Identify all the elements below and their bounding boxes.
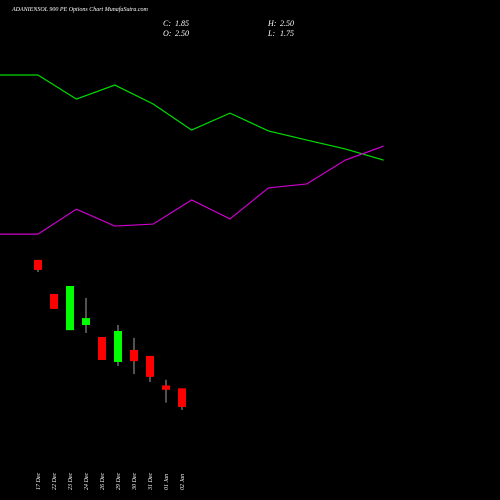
x-tick-label: 02 Jan xyxy=(180,474,186,490)
x-tick-label: 23 Dec xyxy=(68,473,74,490)
x-tick-label: 29 Dec xyxy=(116,473,122,490)
x-tick-label: 26 Dec xyxy=(100,473,106,490)
ohlc-value: 1.75 xyxy=(280,29,294,38)
chart-title: ADANIENSOL 900 PE Options Chart MunafaSu… xyxy=(11,6,149,13)
candle-body xyxy=(146,355,154,377)
x-tick-label: 01 Jan xyxy=(164,474,170,490)
candle-body xyxy=(130,349,138,362)
ohlc-value: 2.50 xyxy=(175,29,189,38)
ohlc-name: H: xyxy=(267,19,277,28)
ohlc-name: O: xyxy=(163,29,172,38)
x-tick-label: 31 Dec xyxy=(148,473,154,491)
candle-body xyxy=(98,337,106,360)
x-tick-label: 24 Dec xyxy=(83,473,90,490)
candle-body xyxy=(178,388,186,407)
candle-body xyxy=(162,385,170,390)
ohlc-name: C: xyxy=(163,19,171,28)
candle-body xyxy=(50,294,58,309)
ohlc-name: L: xyxy=(267,29,275,38)
candle-body xyxy=(82,318,90,325)
line-series xyxy=(37,145,384,235)
ohlc-value: 1.85 xyxy=(175,19,189,28)
candle-body xyxy=(114,331,122,362)
candle-body xyxy=(34,259,42,270)
ohlc-value: 2.50 xyxy=(280,19,294,28)
x-tick-label: 30 Dec xyxy=(132,473,138,491)
candle-body xyxy=(66,285,74,331)
x-tick-label: 17 Dec xyxy=(36,473,42,490)
line-series xyxy=(37,74,384,161)
x-tick-label: 22 Dec xyxy=(52,473,58,490)
